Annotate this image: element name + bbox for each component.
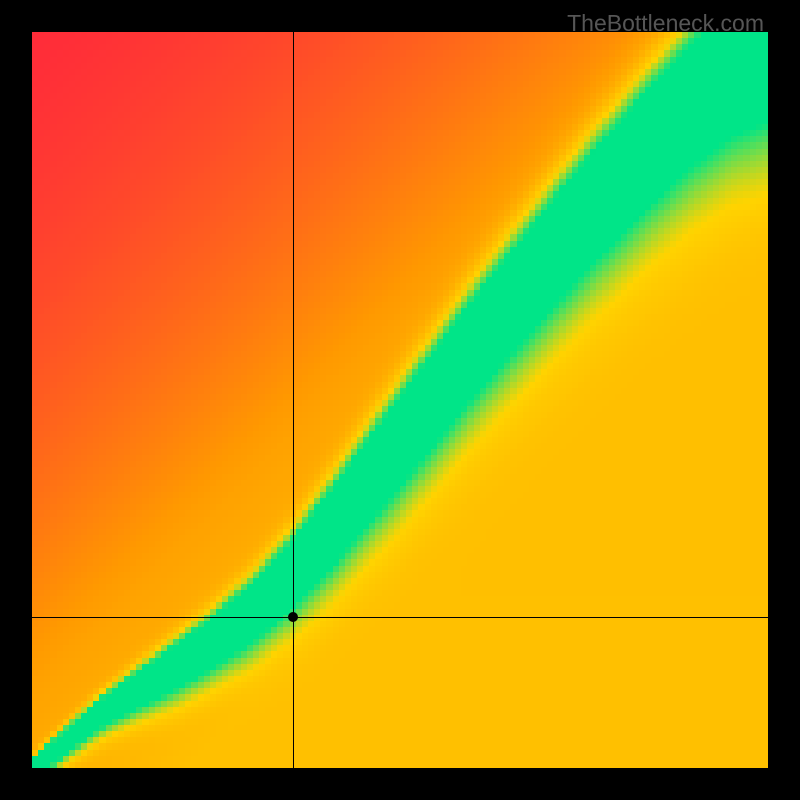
- watermark: TheBottleneck.com: [567, 10, 764, 37]
- chart-container: TheBottleneck.com: [0, 0, 800, 800]
- heatmap-canvas: [32, 32, 768, 768]
- crosshair-vertical: [293, 32, 294, 768]
- crosshair-horizontal: [32, 617, 768, 618]
